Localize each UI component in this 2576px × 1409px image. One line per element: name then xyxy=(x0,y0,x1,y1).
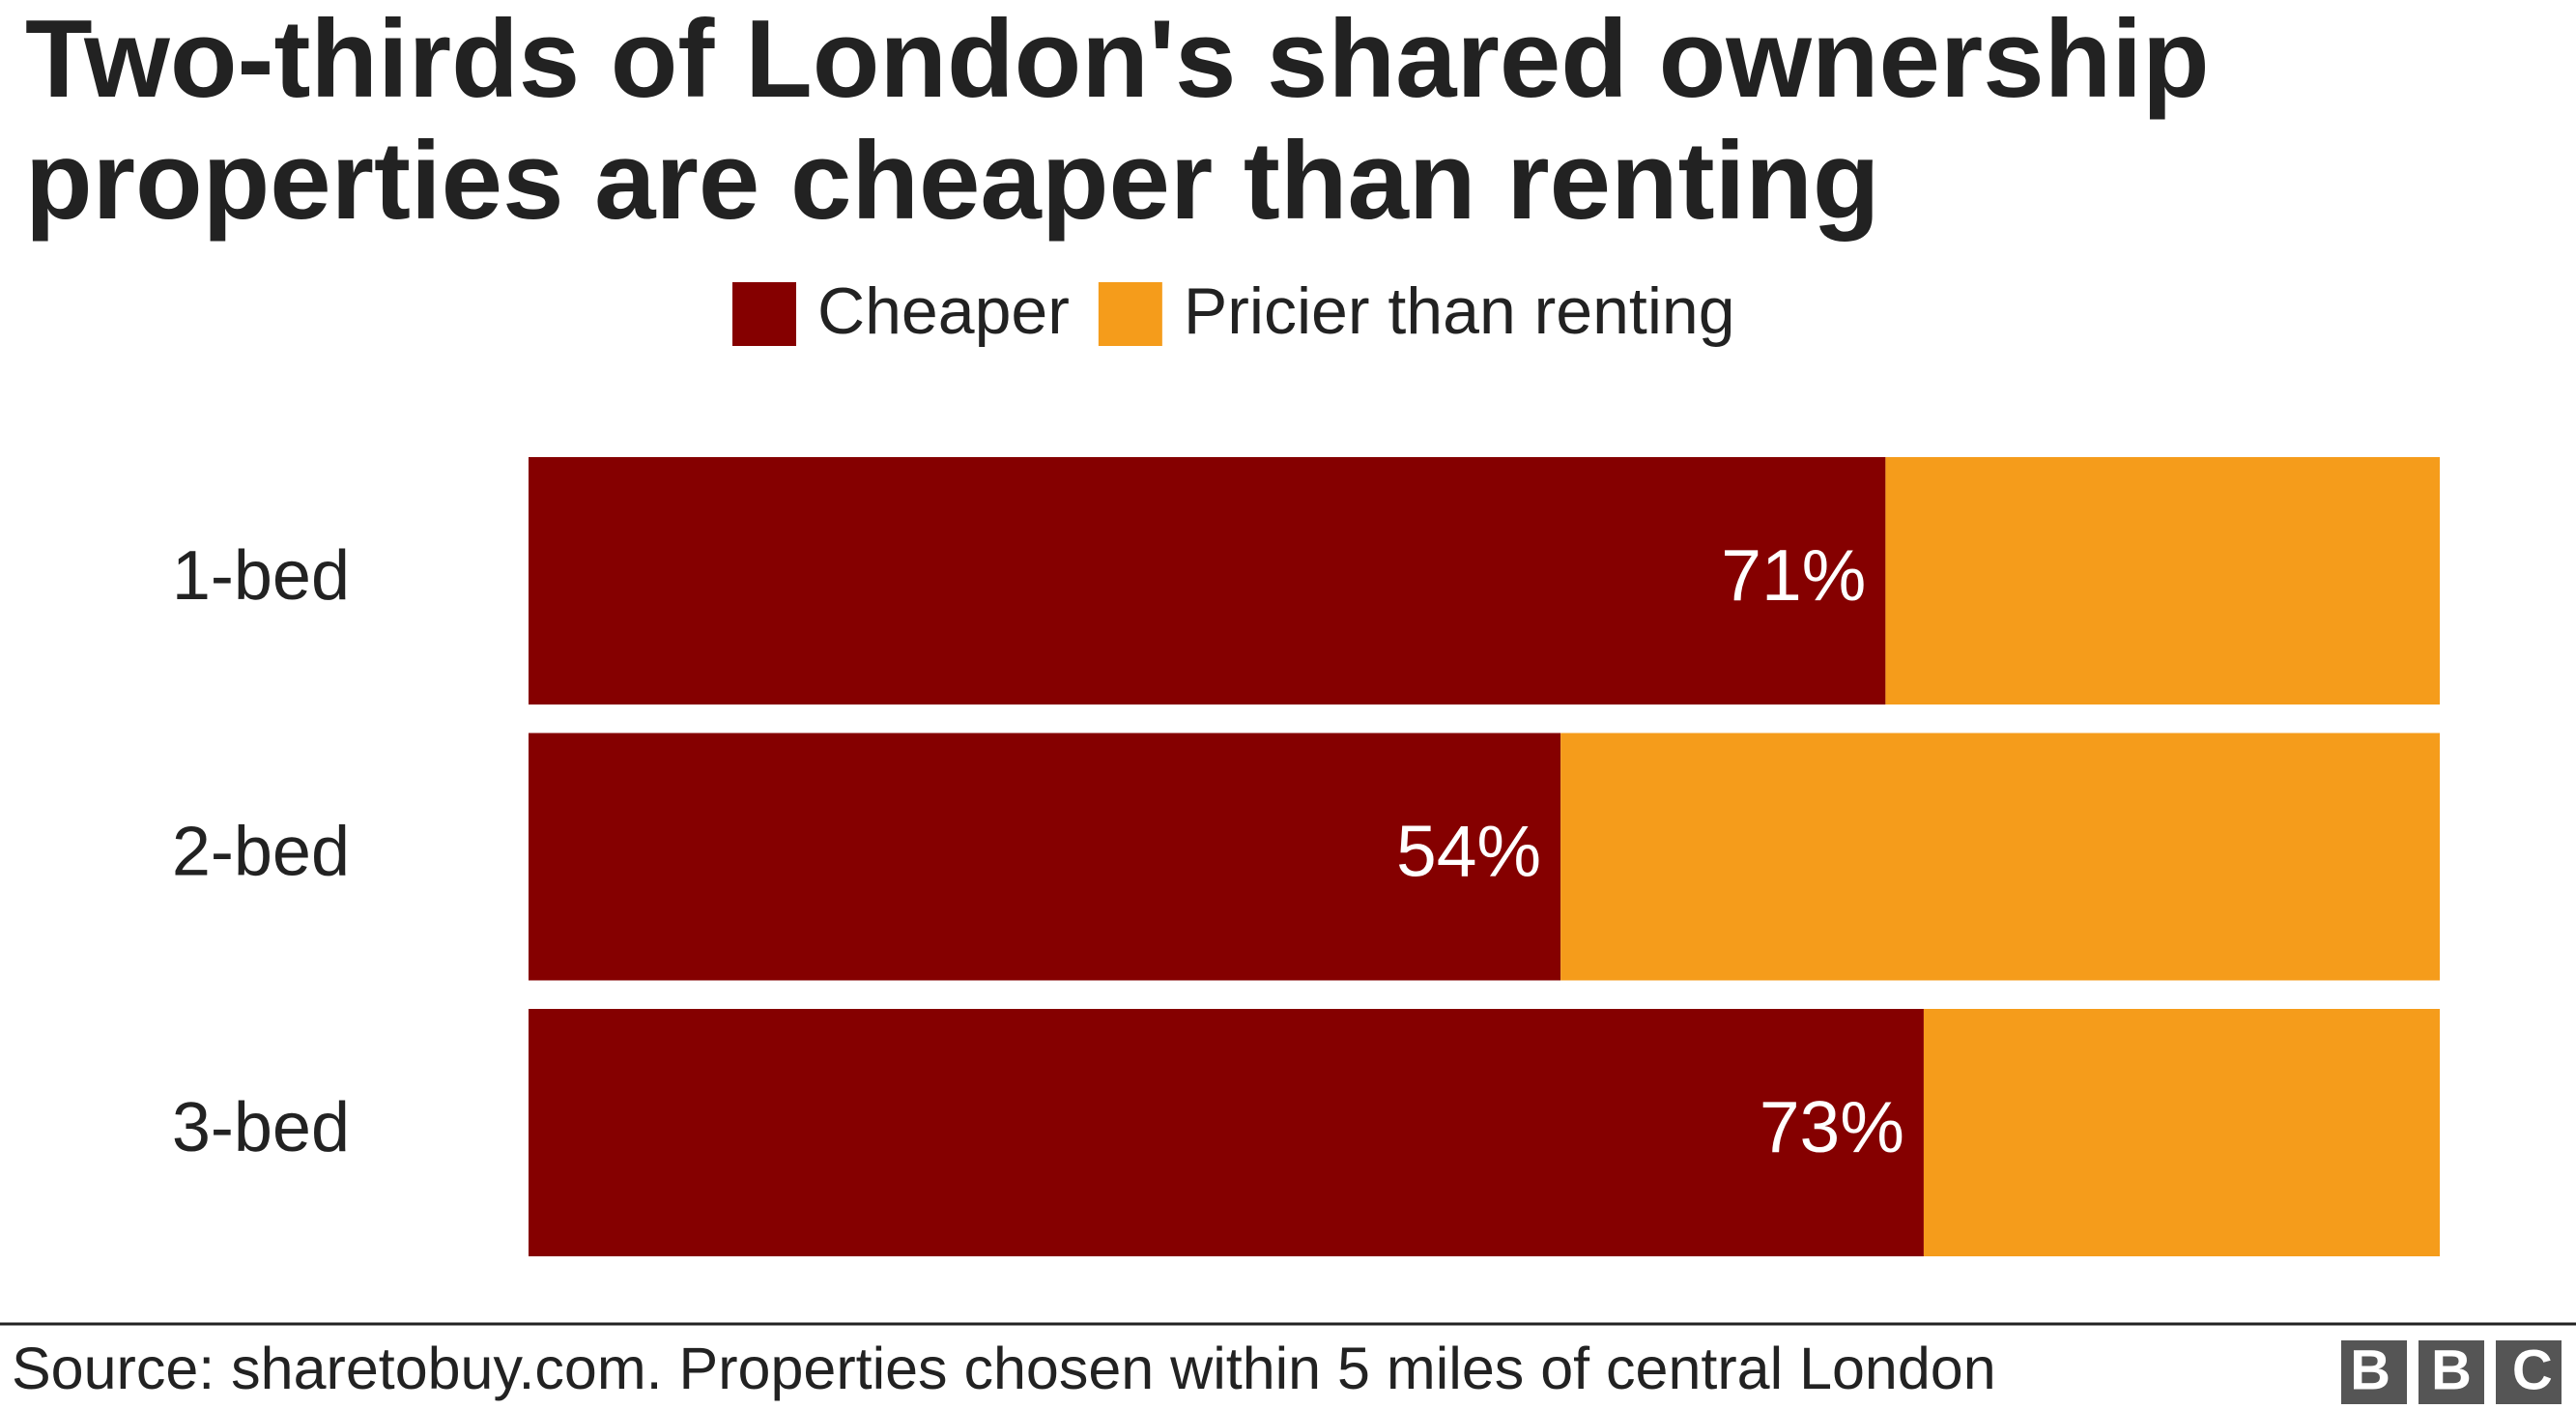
legend-label: Pricier than renting xyxy=(1184,274,1735,348)
bbc-logo: BBC xyxy=(2341,1338,2576,1404)
y-tick-label: 3-bed xyxy=(172,1089,350,1166)
logo-block xyxy=(2496,1340,2562,1404)
logo-text: BBC xyxy=(2350,1338,2576,1401)
bar-segment xyxy=(529,1009,1924,1256)
bar-segment xyxy=(529,457,1886,704)
bar-segment xyxy=(1885,457,2440,704)
bar-segment xyxy=(529,733,1561,981)
logo-block xyxy=(2419,1340,2484,1404)
value-label: 73% xyxy=(1760,1086,1904,1167)
logo-block xyxy=(2341,1340,2407,1404)
legend-swatch xyxy=(732,282,796,346)
chart-title: properties are cheaper than renting xyxy=(25,120,1880,243)
legend-label: Cheaper xyxy=(817,274,1070,348)
bar-segment xyxy=(1923,1009,2440,1256)
value-label: 71% xyxy=(1721,534,1866,616)
legend-swatch xyxy=(1098,282,1162,346)
y-tick-label: 2-bed xyxy=(172,814,350,891)
y-tick-label: 1-bed xyxy=(172,537,350,615)
bar-segment xyxy=(1560,733,2440,981)
source: Source: sharetobuy.com. Properties chose… xyxy=(12,1336,1996,1401)
value-label: 54% xyxy=(1396,810,1541,891)
chart-title: Two-thirds of London's shared ownership xyxy=(25,0,2210,121)
